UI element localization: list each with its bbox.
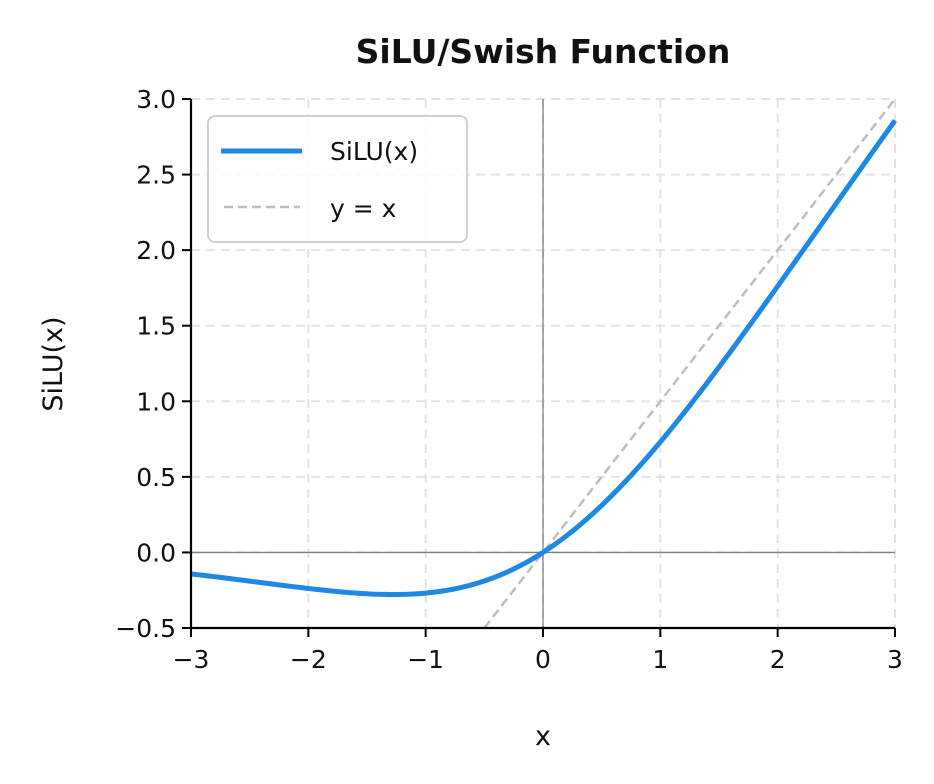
y-tick-label: 2.5	[136, 161, 176, 190]
y-ticks: −0.5 0.0 0.5 1.0 1.5 2.0 2.5 3.0	[115, 85, 191, 643]
y-tick-label: 0.0	[136, 538, 176, 567]
legend: SiLU(x) y = x	[207, 115, 468, 243]
silu-curve	[190, 119, 898, 598]
y-tick-label: 0.5	[136, 463, 176, 492]
x-tick-label: 1	[652, 645, 668, 674]
x-tick-label: −2	[290, 645, 327, 674]
y-tick-label: 3.0	[136, 85, 176, 114]
x-tick-label: 0	[535, 645, 551, 674]
x-tick-label: 2	[770, 645, 786, 674]
x-tick-label: −3	[173, 645, 210, 674]
y-tick-label: 1.5	[136, 312, 176, 341]
y-tick-label: 1.0	[136, 387, 176, 416]
x-ticks: −3 −2 −1 0 1 2 3	[173, 628, 903, 674]
y-tick-label: −0.5	[115, 614, 176, 643]
x-tick-label: 3	[887, 645, 903, 674]
data-series	[190, 98, 898, 629]
chart-title: SiLU/Swish Function	[356, 32, 731, 71]
x-axis-label: x	[535, 721, 551, 752]
y-axis-label: SiLU(x)	[38, 316, 69, 411]
legend-label-silu: SiLU(x)	[330, 137, 418, 166]
x-tick-label: −1	[407, 645, 444, 674]
legend-label-identity: y = x	[330, 194, 396, 223]
y-tick-label: 2.0	[136, 236, 176, 265]
legend-box	[207, 115, 468, 243]
